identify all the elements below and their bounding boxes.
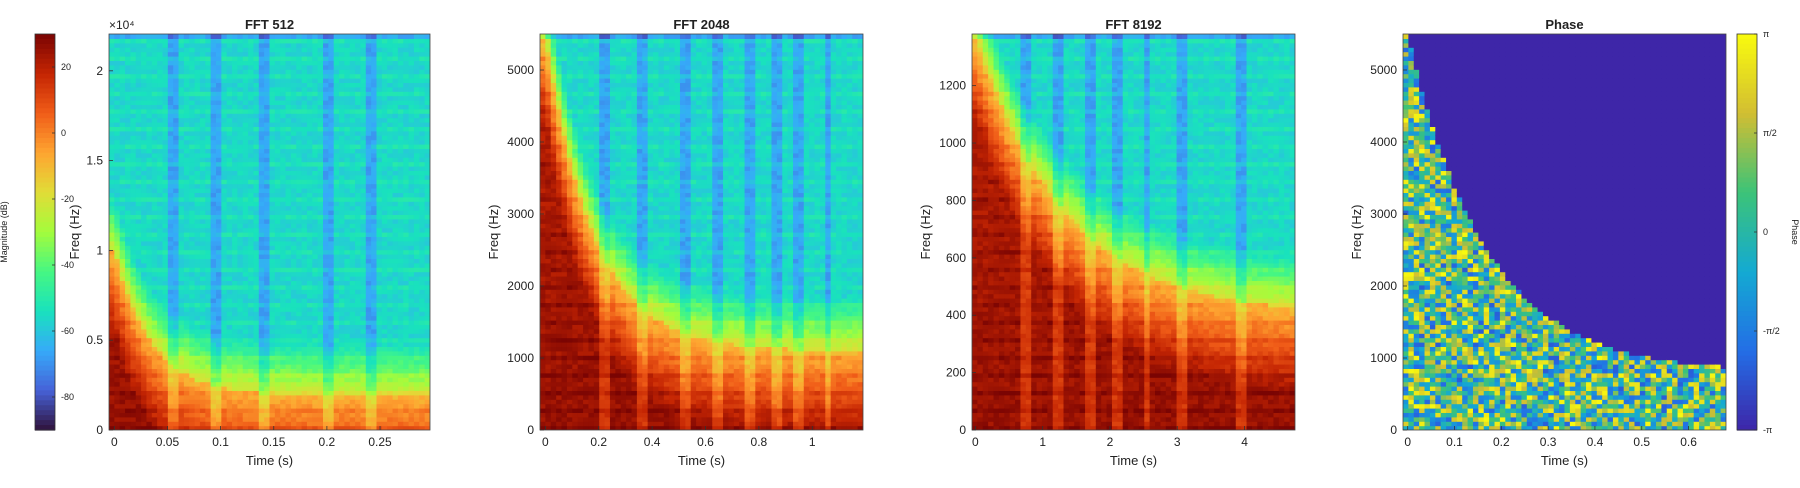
x-tick-label: 0 [972, 435, 979, 449]
y-tick-label: 2 [96, 64, 103, 78]
x-tick-label: 0.25 [368, 435, 392, 449]
y-tick-label: 4000 [507, 135, 534, 149]
colorbar-tick-label: π [1763, 29, 1769, 39]
panel-title: FFT 2048 [673, 17, 729, 32]
y-tick-label: 1000 [939, 136, 966, 150]
panel-title: FFT 8192 [1105, 17, 1161, 32]
x-tick-label: 0.4 [644, 435, 661, 449]
x-tick-label: 0.2 [319, 435, 336, 449]
x-tick-label: 0 [111, 435, 118, 449]
plot-frame [108, 33, 431, 431]
y-tick-label: 0 [527, 423, 534, 437]
y-tick-label: 1 [96, 243, 103, 257]
y-tick-label: 5000 [1370, 63, 1397, 77]
panel-title: FFT 512 [245, 17, 294, 32]
y-tick-label: 0 [959, 423, 966, 437]
panel-fft-2048: 0 0.2 0.4 0.6 0.8 1 0 1000 2000 3000 4000 5000 FFT 2… [486, 17, 864, 468]
x-tick-label: 2 [1107, 435, 1114, 449]
heatmap-image [540, 34, 863, 430]
x-axis-label: Time (s) [1110, 453, 1157, 468]
colorbar-tick-label: π/2 [1763, 128, 1777, 138]
y-tick-label: 3000 [1370, 207, 1397, 221]
x-tick-label: 0.3 [1540, 435, 1557, 449]
x-tick-label: 0 [1404, 435, 1411, 449]
x-tick-label: 1 [1039, 435, 1046, 449]
x-tick-label: 1 [809, 435, 816, 449]
heatmap-image [109, 34, 430, 430]
x-tick-label: 0.1 [1446, 435, 1463, 449]
x-tick-label: 0.4 [1587, 435, 1604, 449]
phase-colorbar-gradient [1737, 34, 1757, 431]
x-tick-label: 0.05 [156, 435, 180, 449]
y-tick-label: 1000 [1370, 351, 1397, 365]
x-tick-label: 0.1 [212, 435, 229, 449]
x-tick-label: 0.5 [1633, 435, 1650, 449]
magnitude-colorbar-label: Magnitude (dB) [0, 201, 9, 263]
colorbar-tick-label: -80 [61, 392, 74, 402]
y-tick-label: 5000 [507, 63, 534, 77]
y-axis-label: Freq (Hz) [918, 205, 933, 260]
y-tick-label: 0.5 [86, 333, 103, 347]
y-tick-label: 0 [96, 423, 103, 437]
y-tick-label: 600 [946, 251, 966, 265]
plot-frame [539, 33, 864, 431]
colorbar-tick-label: 0 [1763, 227, 1768, 237]
plot-frame [971, 33, 1296, 431]
x-tick-label: 0.15 [262, 435, 286, 449]
x-tick-label: 0.6 [1680, 435, 1697, 449]
x-tick-label: 0.8 [751, 435, 768, 449]
panel-fft-512: 0 0.05 0.1 0.15 0.2 0.25 0 0.5 1 1.5 2 ×10⁴ FFT 512 T… [67, 17, 431, 468]
colorbar-tick-label: -π/2 [1763, 326, 1780, 336]
x-tick-label: 4 [1241, 435, 1248, 449]
y-tick-label: 1200 [939, 79, 966, 93]
y-axis-label: Freq (Hz) [67, 205, 82, 260]
y-tick-label: 200 [946, 366, 966, 380]
panel-phase: 0 0.1 0.2 0.3 0.4 0.5 0.6 0 1000 2000 3000 4000 5000… [1349, 17, 1727, 468]
colorbar-tick-label: 20 [61, 62, 71, 72]
colorbar-tick-label: -40 [61, 260, 74, 270]
y-tick-label: 3000 [507, 207, 534, 221]
x-tick-label: 3 [1174, 435, 1181, 449]
magnitude-colorbar: 20 0 -20 -40 -60 -80 Magnitude (dB) [0, 33, 74, 431]
y-axis-label: Freq (Hz) [1349, 205, 1364, 260]
plot-frame [1402, 33, 1727, 431]
colorbar-tick-label: -60 [61, 326, 74, 336]
y-tick-label: 800 [946, 193, 966, 207]
y-axis-label: Freq (Hz) [486, 205, 501, 260]
panel-title: Phase [1545, 17, 1583, 32]
y-tick-label: 2000 [1370, 279, 1397, 293]
heatmap-image [972, 34, 1295, 430]
x-axis-label: Time (s) [246, 453, 293, 468]
y-tick-label: 2000 [507, 279, 534, 293]
x-axis-label: Time (s) [1541, 453, 1588, 468]
colorbar-tick-label: 0 [61, 128, 66, 138]
x-axis-label: Time (s) [678, 453, 725, 468]
x-tick-label: 0.2 [1493, 435, 1510, 449]
y-tick-label: 1000 [507, 351, 534, 365]
magnitude-colorbar-gradient [35, 34, 55, 431]
phase-colorbar: π π/2 0 -π/2 -π Phase [1736, 29, 1800, 435]
x-tick-label: 0.2 [590, 435, 607, 449]
phase-colorbar-label: Phase [1790, 219, 1800, 245]
y-tick-label: 1.5 [86, 154, 103, 168]
colorbar-tick-label: -20 [61, 194, 74, 204]
x-tick-label: 0.6 [697, 435, 714, 449]
y-tick-label: 400 [946, 308, 966, 322]
colorbar-tick-label: -π [1763, 425, 1772, 435]
y-tick-label: 4000 [1370, 135, 1397, 149]
y-tick-label: 0 [1390, 423, 1397, 437]
heatmap-image [1403, 34, 1726, 430]
panel-fft-8192: 0 1 2 3 4 0 200 400 600 800 1000 1200 FFT 8192 Time (… [918, 17, 1296, 468]
y-exponent-label: ×10⁴ [109, 18, 135, 32]
x-tick-label: 0 [542, 435, 549, 449]
